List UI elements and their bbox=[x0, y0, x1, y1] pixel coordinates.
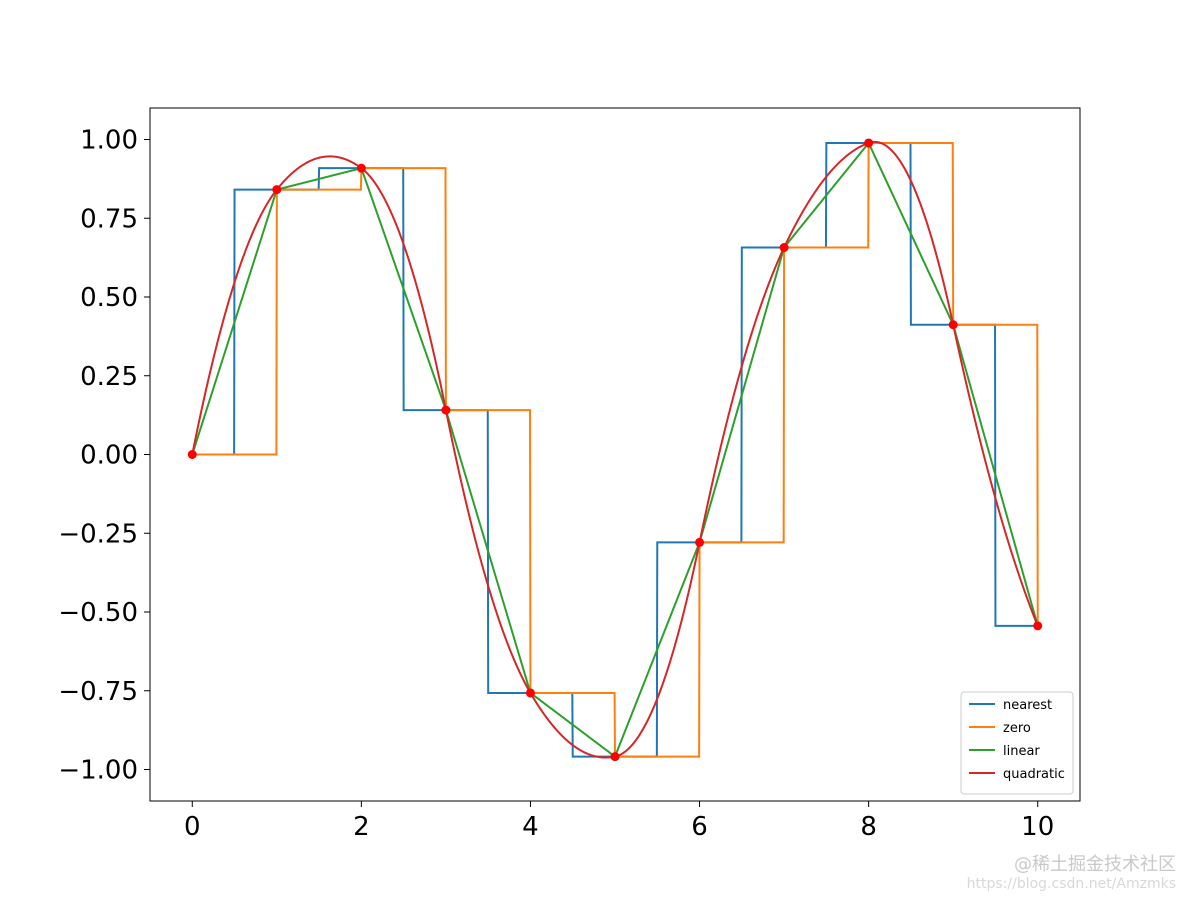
y-tick-label: 0.75 bbox=[80, 204, 138, 234]
legend-label-linear: linear bbox=[1003, 744, 1040, 759]
legend-label-zero: zero bbox=[1003, 721, 1031, 736]
y-tick-label: −0.25 bbox=[58, 519, 138, 549]
y-axis-ticks: 1.00 0.75 0.50 0.25 0.00 −0.25 −0.50 −0.75 −1.00 bbox=[58, 126, 150, 786]
x-tick-label: 6 bbox=[691, 812, 708, 842]
watermark-text: @稀土掘金技术社区 bbox=[1014, 854, 1176, 875]
y-tick-label: −0.50 bbox=[58, 598, 138, 628]
y-tick-label: 0.00 bbox=[80, 441, 138, 471]
legend: nearest zero linear quadratic bbox=[960, 691, 1074, 795]
data-point bbox=[1033, 621, 1043, 631]
y-tick-label: 0.50 bbox=[80, 283, 138, 313]
data-point bbox=[187, 450, 197, 459]
x-tick-label: 2 bbox=[353, 812, 370, 842]
data-point bbox=[272, 185, 282, 195]
y-tick-label: 1.00 bbox=[80, 126, 138, 156]
x-tick-label: 0 bbox=[184, 812, 201, 842]
data-point bbox=[779, 243, 789, 253]
legend-label-nearest: nearest bbox=[1003, 698, 1052, 713]
y-tick-label: −1.00 bbox=[58, 756, 138, 786]
data-point bbox=[356, 163, 366, 173]
x-axis-ticks: 0 2 4 6 8 10 bbox=[184, 801, 1054, 842]
plot-area bbox=[150, 108, 1080, 801]
x-tick-label: 4 bbox=[522, 812, 539, 842]
watermark-url: https://blog.csdn.net/Amzmks bbox=[966, 876, 1176, 892]
legend-label-quadratic: quadratic bbox=[1003, 767, 1065, 782]
data-point bbox=[948, 320, 958, 330]
data-point bbox=[864, 138, 874, 148]
data-point bbox=[441, 405, 451, 415]
y-tick-label: −0.75 bbox=[58, 677, 138, 707]
legend-box bbox=[960, 691, 1074, 795]
points-layer bbox=[187, 138, 1043, 762]
x-tick-label: 8 bbox=[860, 812, 877, 842]
data-point bbox=[525, 688, 535, 698]
y-tick-label: 0.25 bbox=[80, 362, 138, 392]
data-point bbox=[695, 537, 705, 547]
data-point bbox=[610, 752, 620, 762]
x-tick-label: 10 bbox=[1021, 812, 1054, 842]
